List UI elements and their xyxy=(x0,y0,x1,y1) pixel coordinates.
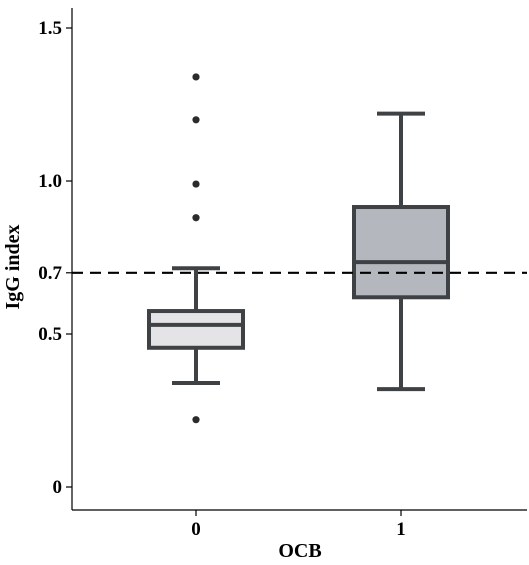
outlier-point xyxy=(192,180,200,188)
outlier-point xyxy=(192,116,200,124)
y-tick-label: 0 xyxy=(53,477,63,498)
y-axis-title: IgG index xyxy=(2,224,24,309)
boxes xyxy=(147,73,450,424)
y-tick-label: 0.5 xyxy=(38,324,62,345)
y-tick-label: 0.7 xyxy=(38,263,62,284)
iqr-box xyxy=(147,309,245,350)
outlier-point xyxy=(192,214,200,222)
iqr-box xyxy=(352,205,450,300)
box-group-ocb-1 xyxy=(352,111,450,392)
x-tick-label: 0 xyxy=(191,519,201,540)
y-tick-label: 1.0 xyxy=(38,171,62,192)
x-tick-label: 1 xyxy=(396,519,406,540)
x-axis-title: OCB xyxy=(278,540,321,562)
box-group-ocb-0 xyxy=(147,73,245,424)
axes xyxy=(71,8,527,511)
outlier-point xyxy=(192,416,200,424)
y-ticks: 0 0.5 0.7 1.0 1.5 xyxy=(38,18,72,498)
y-tick-label: 1.5 xyxy=(38,18,62,39)
outlier-point xyxy=(192,73,200,81)
